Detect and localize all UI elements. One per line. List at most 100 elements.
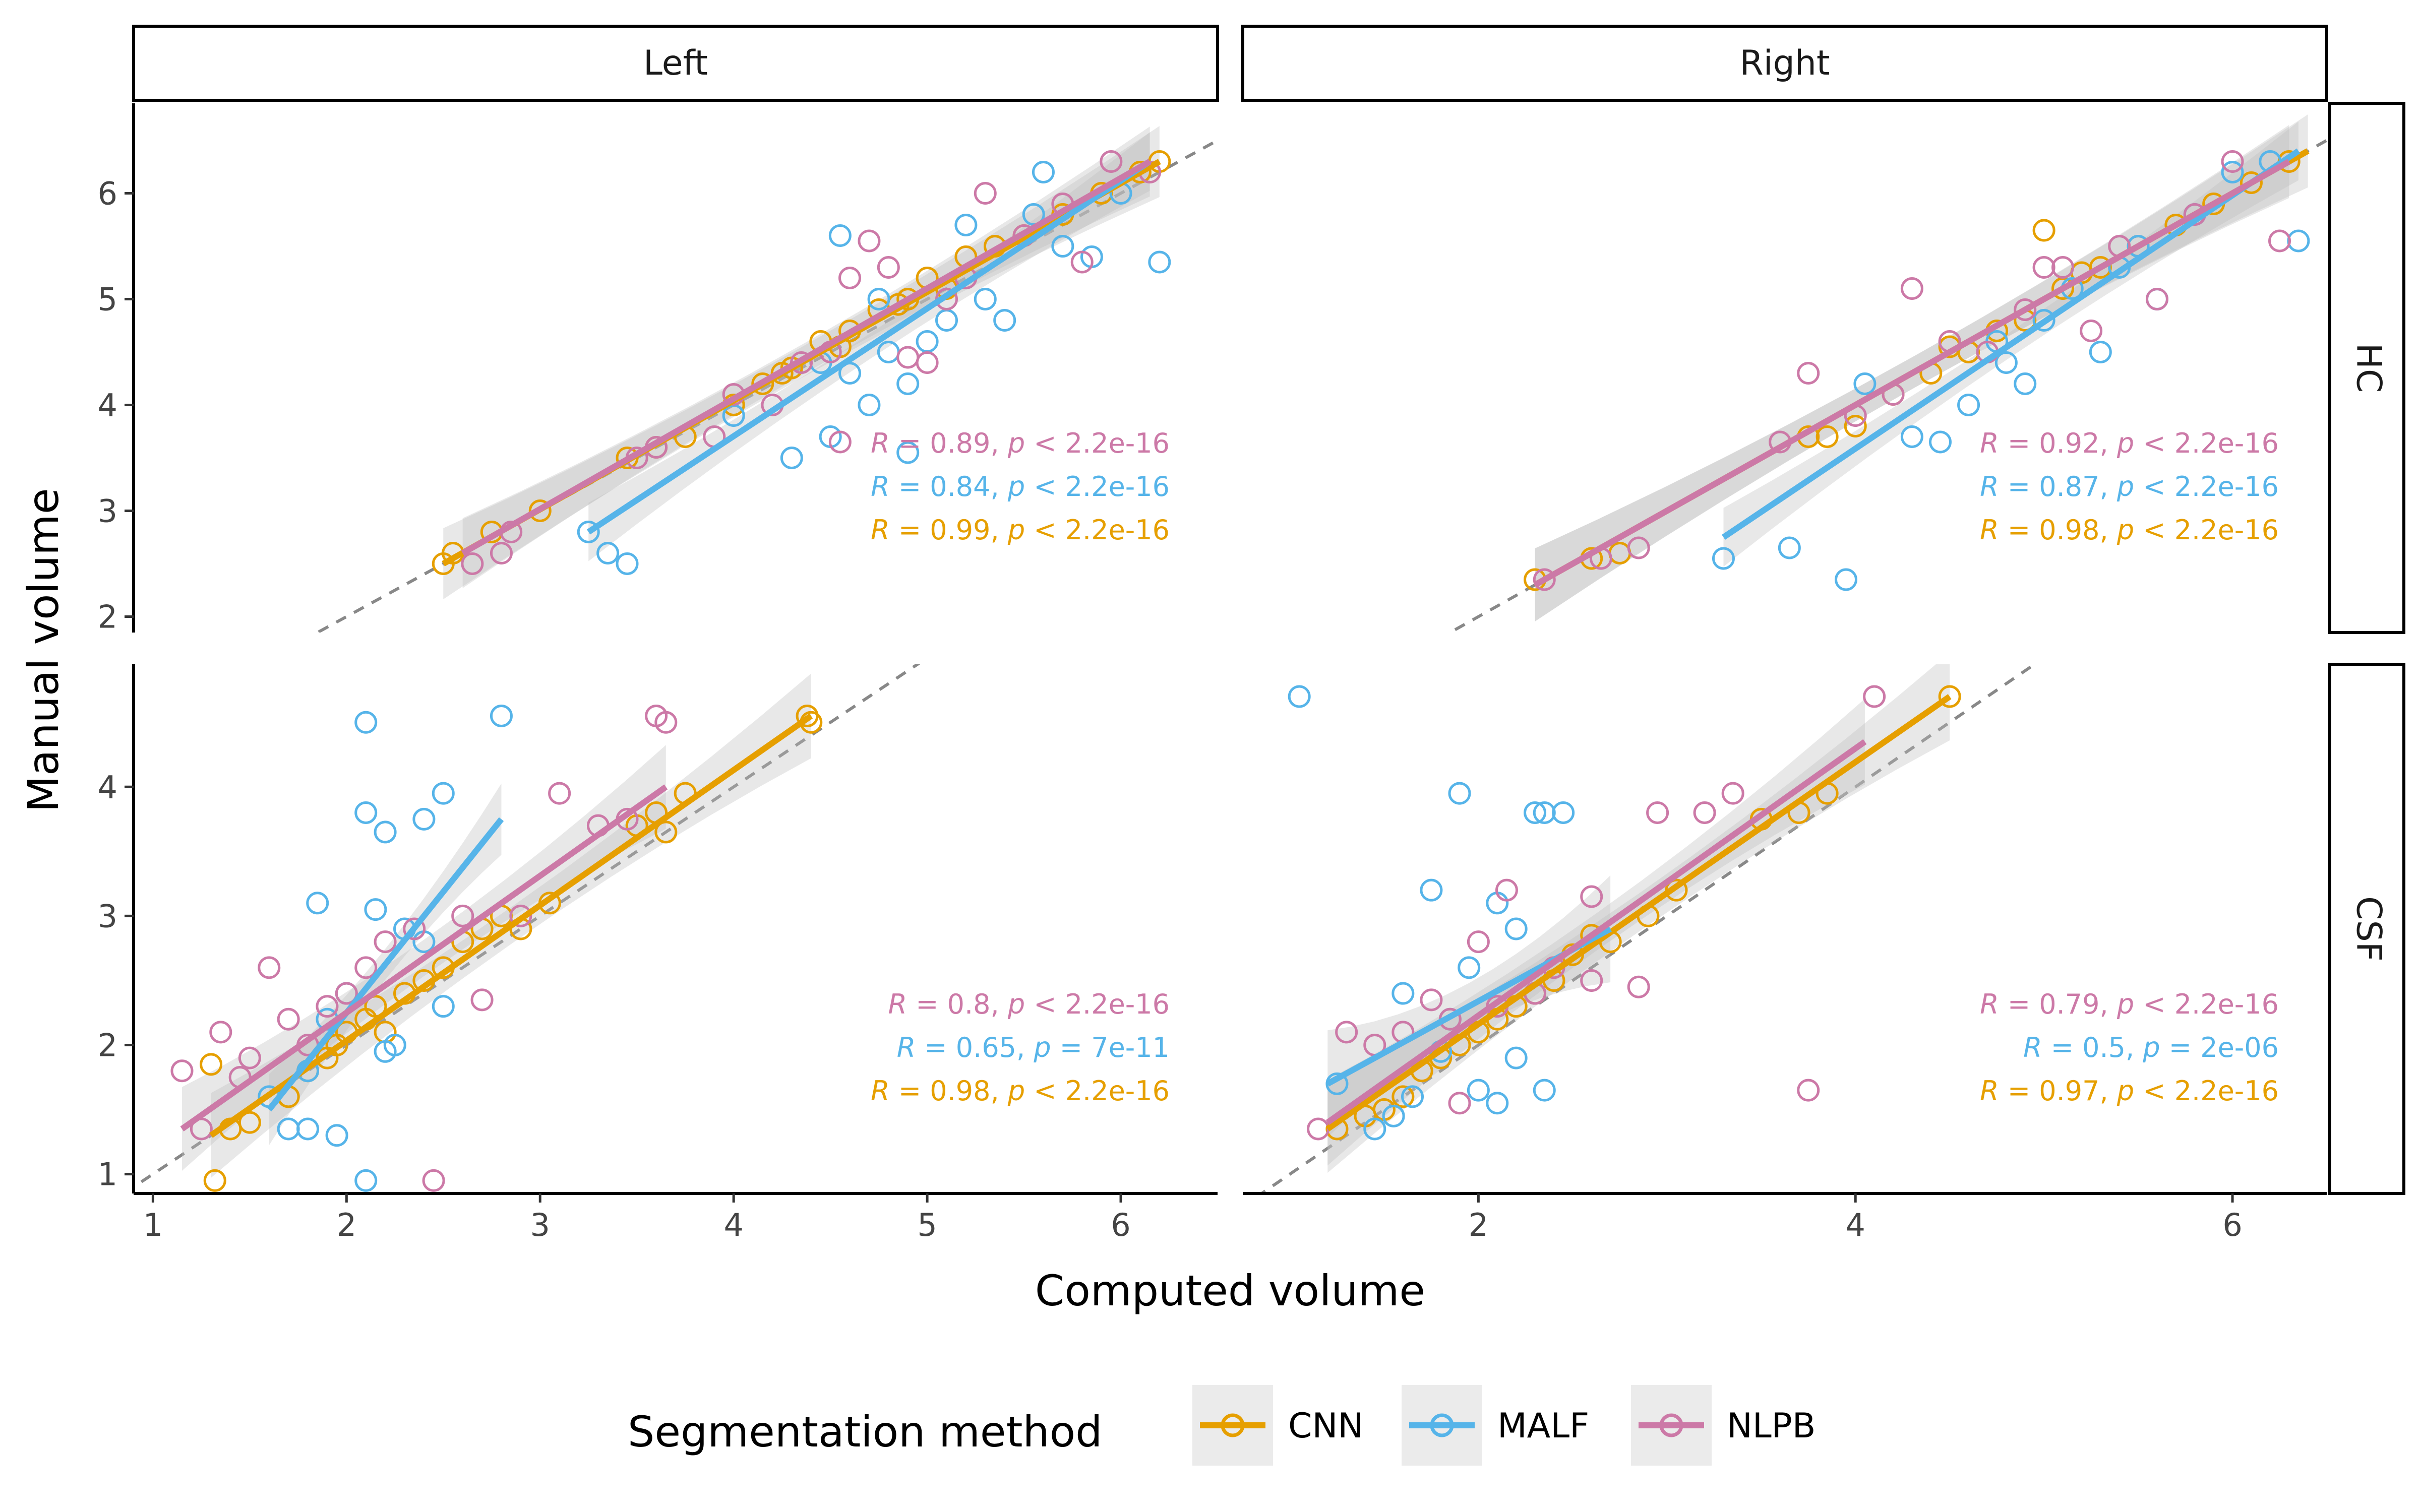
data-point-cnn: [1938, 685, 1961, 708]
data-point-nlpb: [209, 1021, 232, 1044]
correlation-label-nlpb: R = 0.79, p < 2.2e-16: [1980, 988, 2279, 1020]
data-point-malf: [1032, 161, 1055, 183]
identity-reference-line: [134, 664, 921, 1189]
regression-line-malf: [586, 159, 1152, 535]
data-point-malf: [1288, 685, 1311, 708]
data-point-malf: [867, 288, 890, 310]
data-point-malf: [2014, 372, 2037, 395]
x-tick-label: 6: [2222, 1207, 2242, 1243]
data-point-nlpb: [2014, 298, 2037, 321]
regression-line-cnn: [209, 713, 813, 1138]
data-point-nlpb: [335, 982, 358, 1005]
data-point-nlpb: [1495, 878, 1518, 902]
correlation-label-malf: R = 0.5, p = 2e-06: [2023, 1032, 2279, 1063]
data-point-nlpb: [858, 229, 881, 253]
data-point-malf: [1853, 372, 1877, 395]
legend-label-nlpb: NLPB: [1727, 1406, 1816, 1446]
identity-reference-line: [1259, 664, 2037, 1193]
data-point-malf: [2287, 229, 2310, 253]
row-strip-csf: CSF: [2328, 663, 2405, 1195]
data-point-nlpb: [1863, 685, 1886, 708]
data-point-nlpb: [354, 956, 378, 979]
data-point-malf: [596, 542, 620, 564]
panel-plot-area: [1447, 114, 2327, 633]
legend-entry-malf: MALF: [1402, 1385, 1589, 1466]
correlation-label-cnn: R = 0.99, p < 2.2e-16: [871, 514, 1170, 546]
data-point-malf: [354, 801, 378, 825]
correlation-label-cnn: R = 0.98, p < 2.2e-16: [1980, 514, 2279, 546]
data-point-nlpb: [170, 1059, 194, 1083]
data-point-cnn: [238, 1111, 261, 1134]
legend-label-cnn: CNN: [1288, 1406, 1363, 1446]
data-point-nlpb: [838, 267, 862, 289]
row-strip-csf-label: CSF: [2348, 896, 2388, 962]
data-point-cnn: [2240, 171, 2263, 194]
data-point-cnn: [1844, 415, 1867, 437]
data-point-malf: [412, 807, 436, 831]
data-point-malf: [896, 372, 920, 395]
data-point-nlpb: [316, 995, 339, 1018]
data-point-malf: [1051, 235, 1074, 258]
data-point-malf: [325, 1124, 348, 1147]
regression-line-nlpb: [180, 784, 668, 1131]
data-point-nlpb: [2145, 288, 2168, 310]
data-point-malf: [1552, 801, 1575, 825]
panel-right-hc: R = 0.92, p < 2.2e-16 R = 0.87, p < 2.2e-…: [1447, 114, 2327, 633]
data-point-cnn: [325, 1033, 348, 1056]
data-point-malf: [577, 521, 600, 543]
data-point-malf: [296, 1117, 320, 1141]
data-point-malf: [1325, 1072, 1349, 1095]
y-tick-label: 4: [98, 387, 117, 424]
data-point-malf: [1835, 568, 1858, 591]
data-point-nlpb: [1797, 1079, 1820, 1102]
data-point-nlpb: [2080, 320, 2103, 342]
data-point-malf: [1533, 801, 1556, 825]
data-point-nlpb: [1100, 150, 1123, 173]
data-point-malf: [1994, 351, 2018, 374]
x-tick-label: 1: [143, 1207, 163, 1243]
data-point-malf: [2089, 341, 2112, 363]
data-point-cnn: [1816, 425, 1839, 448]
data-point-malf: [1778, 536, 1801, 559]
data-point-malf: [954, 214, 978, 236]
regression-line-cnn: [1325, 694, 1952, 1131]
panel-left-csf: R = 0.8, p < 2.2e-16 R = 0.65, p = 7e-11 R…: [134, 664, 1170, 1192]
data-point-nlpb: [828, 430, 852, 454]
panel-plot-area: [314, 126, 1218, 633]
column-strip-right-label: Right: [1739, 43, 1830, 83]
data-point-malf: [1486, 1092, 1509, 1115]
data-point-malf: [1401, 1085, 1424, 1108]
data-point-malf: [1458, 956, 1481, 979]
x-axis-title: Computed volume: [1035, 1266, 1425, 1315]
data-point-malf: [432, 782, 455, 805]
data-point-malf: [1524, 801, 1547, 825]
legend: Segmentation method CNN MALF NLPB: [628, 1385, 1816, 1466]
data-point-nlpb: [403, 917, 426, 940]
data-point-nlpb: [1627, 536, 1650, 559]
data-point-malf: [1448, 782, 1471, 805]
x-tick-label: 2: [1469, 1207, 1488, 1243]
data-point-nlpb: [374, 930, 397, 954]
data-point-malf: [780, 447, 803, 469]
data-point-malf: [1900, 425, 1923, 448]
data-point-nlpb: [258, 956, 281, 979]
data-point-nlpb: [509, 904, 532, 927]
data-point-malf: [354, 1169, 378, 1192]
data-point-cnn: [751, 372, 774, 395]
data-point-malf: [1957, 394, 1980, 416]
y-tick-label: 5: [98, 281, 117, 318]
data-point-malf: [974, 288, 997, 310]
data-point-nlpb: [548, 782, 571, 805]
data-point-nlpb: [470, 988, 494, 1012]
data-point-nlpb: [1448, 1092, 1471, 1115]
data-point-nlpb: [238, 1046, 261, 1069]
panel-plot-area: [134, 664, 921, 1192]
data-point-nlpb: [2221, 150, 2244, 173]
correlation-label-malf: R = 0.65, p = 7e-11: [897, 1032, 1170, 1063]
panel-left-hc: R = 0.89, p < 2.2e-16 R = 0.84, p < 2.2e-…: [314, 126, 1218, 633]
data-point-cnn: [200, 1053, 223, 1076]
legend-entry-nlpb: NLPB: [1631, 1385, 1816, 1466]
panel-plot-area: [1259, 664, 2037, 1193]
